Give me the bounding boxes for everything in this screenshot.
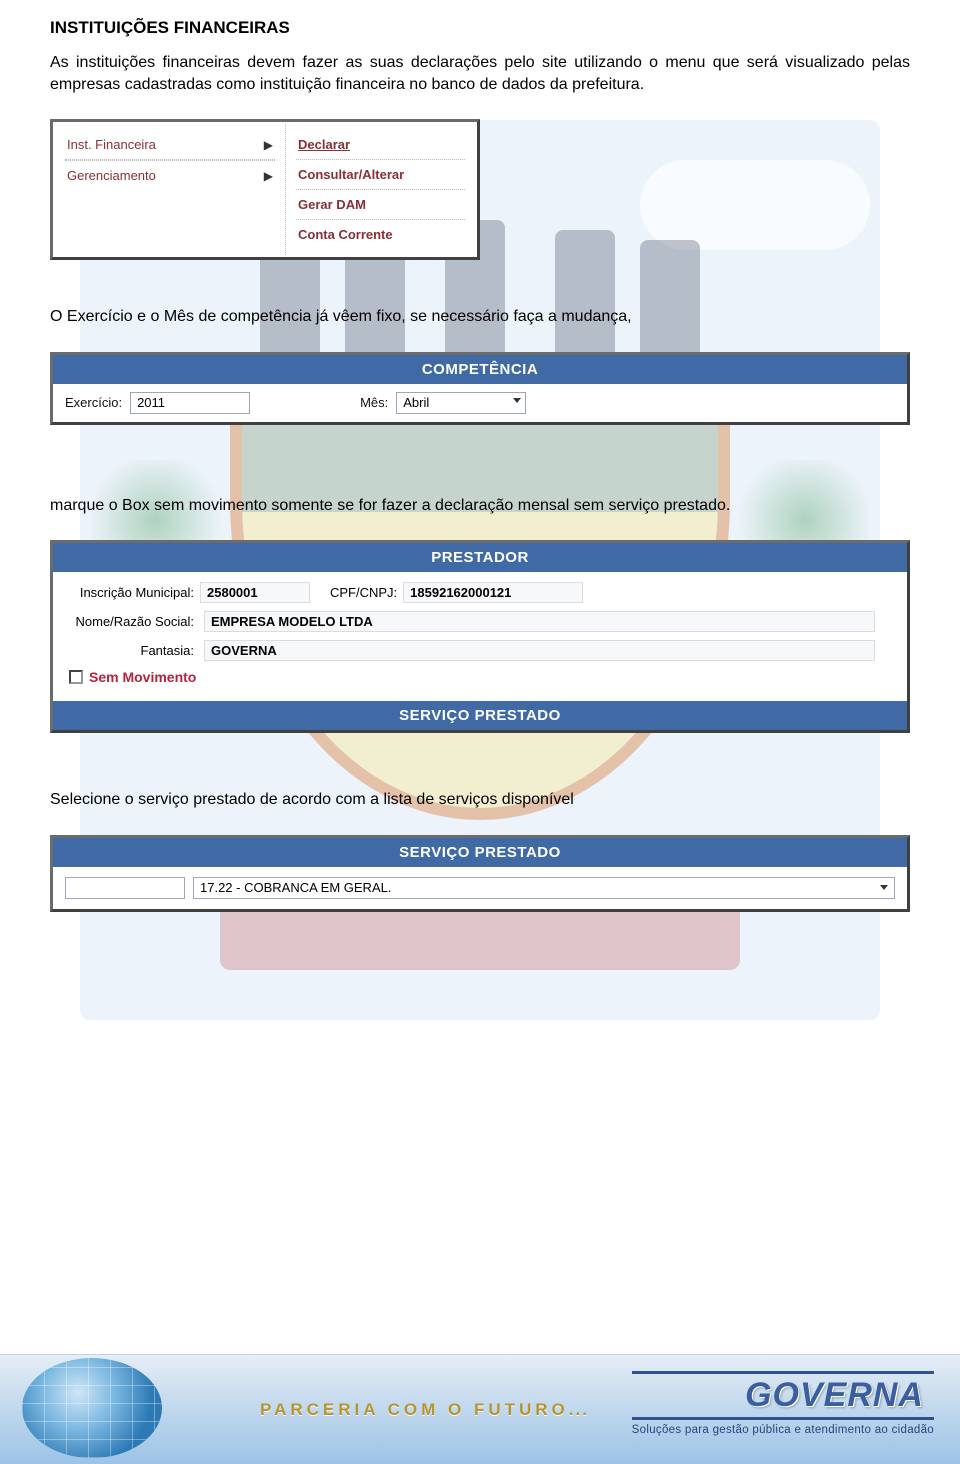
servico-descricao-select[interactable]: 17.22 - COBRANCA EM GERAL. [193,877,895,899]
servico-prestado-header-2: SERVIÇO PRESTADO [53,838,907,867]
submenu-conta-corrente[interactable]: Conta Corrente [296,220,465,249]
submenu-label: Conta Corrente [298,227,393,242]
brand-logo: GOVERNA [632,1371,934,1420]
fantasia-label: Fantasia: [65,643,200,658]
intro-paragraph: As instituições financeiras devem fazer … [50,52,910,95]
inscricao-label: Inscrição Municipal: [65,585,200,600]
menu-label: Inst. Financeira [67,137,156,152]
cpf-cnpj-field[interactable]: 18592162000121 [403,582,583,603]
submenu-arrow-icon: ▶ [264,169,273,183]
submenu-arrow-icon: ▶ [264,138,273,152]
submenu-label: Declarar [298,137,350,152]
fantasia-field[interactable]: GOVERNA [204,640,875,661]
chevron-down-icon [880,885,888,890]
mes-value: Abril [403,395,429,410]
servico-descricao-value: 17.22 - COBRANCA EM GERAL. [200,880,391,895]
menu-item-inst-financeira[interactable]: Inst. Financeira ▶ [65,130,275,160]
globe-icon [22,1358,162,1458]
submenu-declarar[interactable]: Declarar [296,130,465,160]
page-title: INSTITUIÇÕES FINANCEIRAS [50,18,910,38]
brand-tagline: Soluções para gestão pública e atendimen… [632,1424,934,1436]
exercicio-input[interactable]: 2011 [130,392,250,414]
servico-prestado-header-1: SERVIÇO PRESTADO [53,701,907,730]
inscricao-field[interactable]: 2580001 [200,582,310,603]
paragraph-selecione-servico: Selecione o serviço prestado de acordo c… [50,789,910,811]
paragraph-competencia: O Exercício e o Mês de competência já vê… [50,306,910,328]
razao-social-field[interactable]: EMPRESA MODELO LTDA [204,611,875,632]
razao-social-label: Nome/Razão Social: [65,614,200,629]
servico-codigo-input[interactable] [65,877,185,899]
parceria-slogan: PARCERIA COM O FUTURO [260,1400,589,1420]
prestador-panel: PRESTADOR Inscrição Municipal: 2580001 C… [50,540,910,733]
prestador-header: PRESTADOR [53,543,907,572]
footer-banner: PARCERIA COM O FUTURO GOVERNA Soluções p… [0,1354,960,1464]
sem-movimento-label: Sem Movimento [89,669,196,685]
menu-screenshot: Inst. Financeira ▶ Gerenciamento ▶ Decla… [50,119,480,260]
paragraph-sem-movimento: marque o Box sem movimento somente se fo… [50,495,910,517]
sem-movimento-checkbox[interactable] [69,670,83,684]
cpf-cnpj-label: CPF/CNPJ: [330,585,397,600]
submenu-gerar-dam[interactable]: Gerar DAM [296,190,465,220]
servico-prestado-panel: SERVIÇO PRESTADO 17.22 - COBRANCA EM GER… [50,835,910,912]
chevron-down-icon [513,398,521,403]
submenu-consultar-alterar[interactable]: Consultar/Alterar [296,160,465,190]
mes-select[interactable]: Abril [396,392,526,414]
submenu-label: Gerar DAM [298,197,366,212]
menu-item-gerenciamento[interactable]: Gerenciamento ▶ [65,161,275,190]
competencia-header: COMPETÊNCIA [53,355,907,384]
submenu-label: Consultar/Alterar [298,167,404,182]
exercicio-label: Exercício: [65,395,122,410]
mes-label: Mês: [360,395,388,410]
menu-label: Gerenciamento [67,168,156,183]
competencia-panel: COMPETÊNCIA Exercício: 2011 Mês: Abril [50,352,910,425]
